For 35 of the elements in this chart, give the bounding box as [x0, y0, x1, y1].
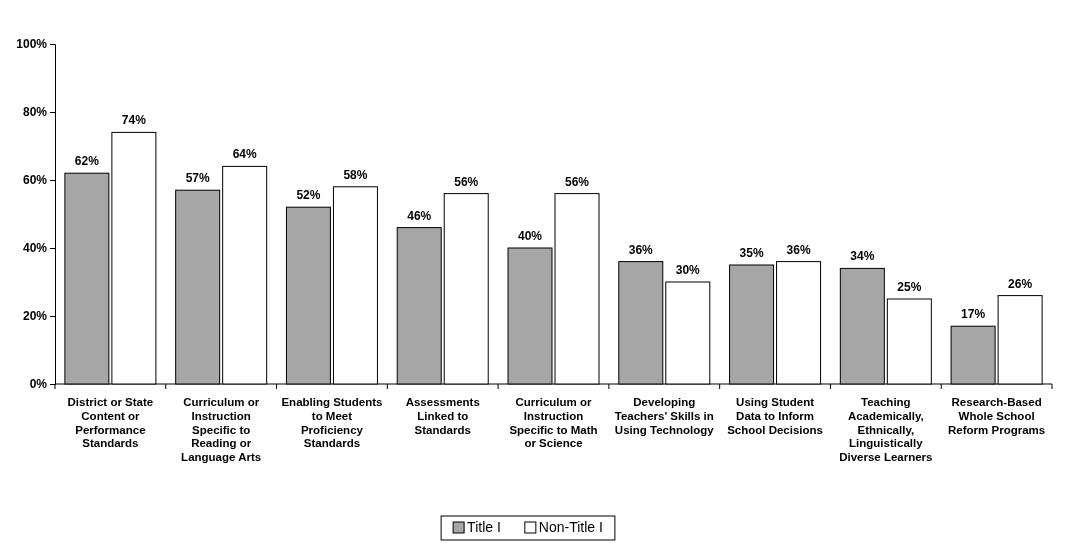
- data-label: 26%: [1008, 276, 1033, 291]
- data-label: 34%: [850, 249, 875, 264]
- legend-label: Non-Title I: [538, 519, 603, 535]
- data-label: 36%: [628, 242, 654, 257]
- data-label: 17%: [961, 307, 986, 322]
- y-tick-label: 100%: [16, 37, 48, 52]
- data-label: 36%: [786, 242, 811, 257]
- data-label: 30%: [675, 263, 701, 277]
- x-tick-label: Curriculum or Instruction Specific to Math or Science: [509, 396, 598, 450]
- data-label: 74%: [121, 113, 147, 128]
- data-label: 46%: [407, 208, 432, 223]
- data-label: 57%: [185, 171, 210, 186]
- x-tick-label: Enabling Students to Meet Proficiency Standards: [281, 396, 383, 450]
- data-label: 64%: [232, 147, 257, 162]
- x-tick-label: Curriculum or Instruction Specific to Reading or Language Arts: [181, 396, 262, 464]
- data-label: 56%: [564, 174, 590, 189]
- data-label: 25%: [897, 280, 922, 294]
- data-label: 40%: [517, 229, 543, 243]
- x-tick-label: Teaching Academically, Ethnically, Linguistically Diverse Learners: [839, 396, 933, 464]
- x-tick-label: Assessments Linked to Standards: [405, 396, 480, 436]
- x-tick-label: District or State Content or Performance Standards: [67, 396, 154, 450]
- data-label: 58%: [343, 167, 368, 182]
- x-tick-label: Using Student Data to Inform School Decisions: [727, 396, 823, 436]
- y-tick-label: 80%: [22, 105, 48, 120]
- x-tick-label: Developing Teachers' Skills in Using Technology: [614, 396, 715, 436]
- y-tick-label: 40%: [22, 241, 48, 256]
- data-label: 56%: [454, 174, 479, 189]
- y-tick-label: 20%: [22, 309, 48, 324]
- y-tick-label: 0%: [29, 377, 48, 392]
- data-label: 52%: [296, 188, 321, 203]
- y-tick-label: 60%: [22, 173, 48, 188]
- legend-label: Title I: [467, 519, 501, 535]
- x-tick-label: Research-Based Whole School Reform Programs: [948, 396, 1046, 436]
- data-label: 35%: [739, 246, 764, 260]
- data-label: 62%: [74, 154, 100, 169]
